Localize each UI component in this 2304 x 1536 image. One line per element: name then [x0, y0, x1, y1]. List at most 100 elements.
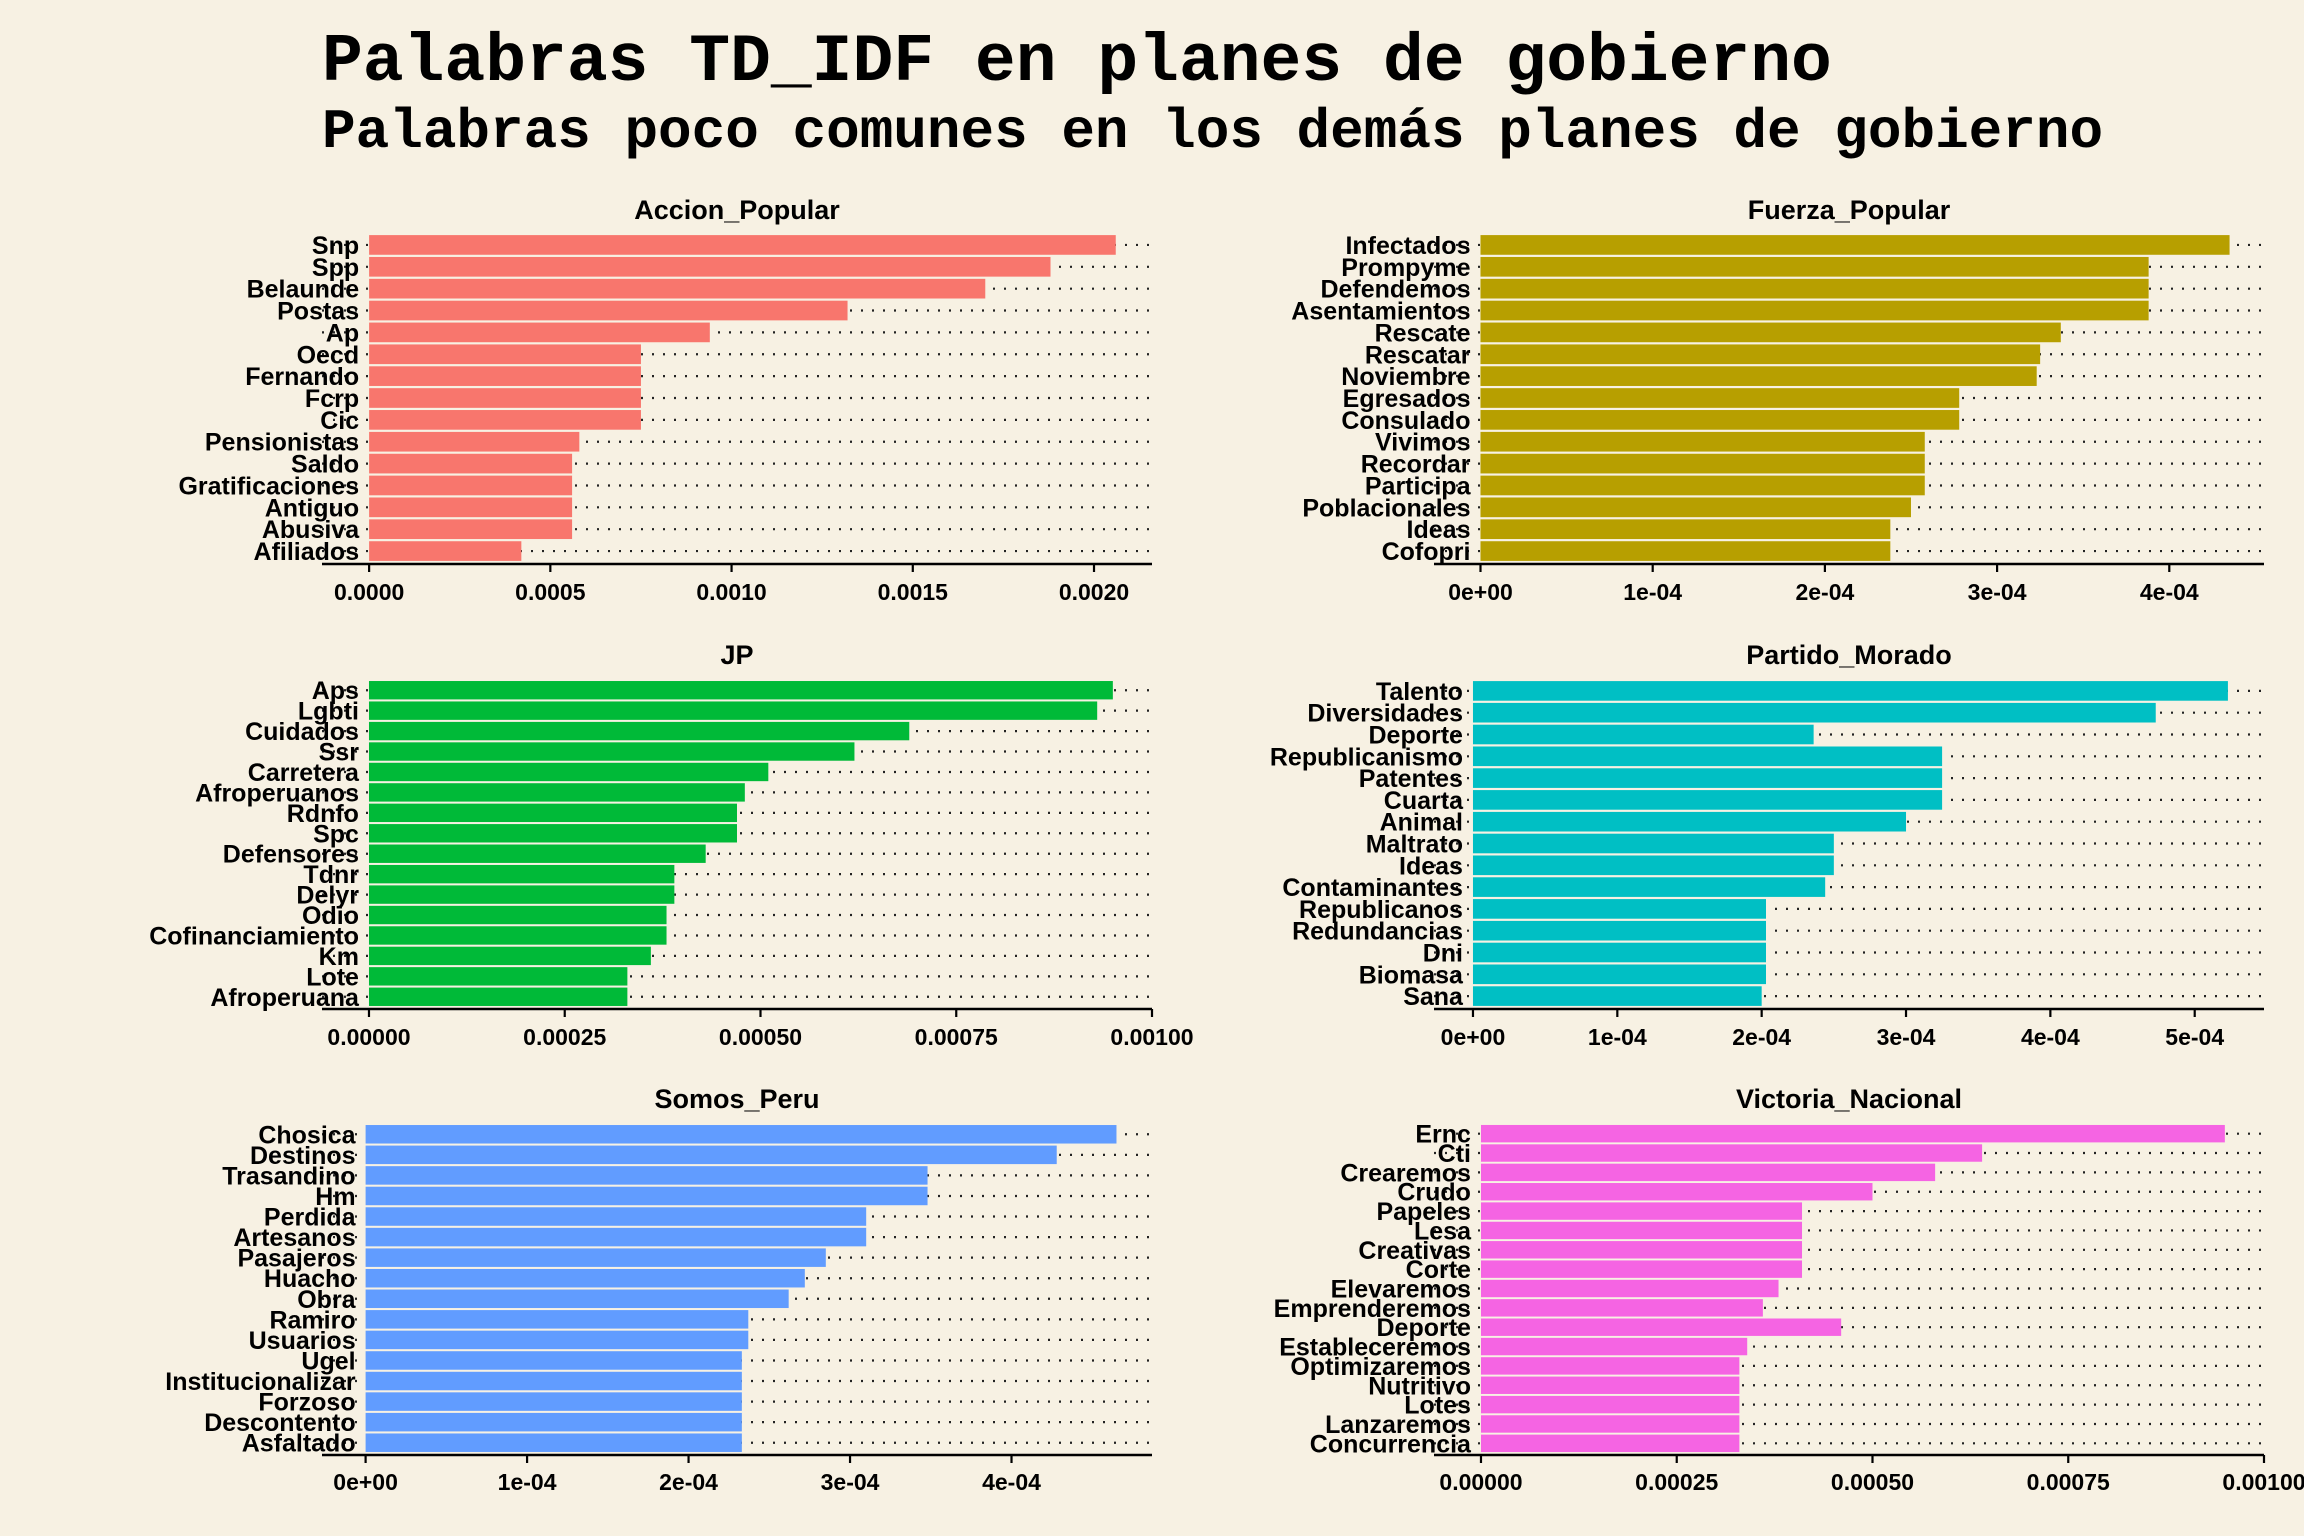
category-label: Delyr — [296, 882, 359, 910]
category-label: Ernc — [1415, 1121, 1471, 1149]
bar-spp — [369, 256, 1051, 277]
category-label: Talento — [1376, 678, 1463, 706]
category-label: Ugel — [301, 1347, 355, 1375]
chart-title: Palabras TD_IDF en planes de gobierno — [322, 24, 1832, 101]
category-label: Lanzaremos — [1325, 1411, 1471, 1439]
bar-saldo — [369, 453, 573, 474]
bar-abusiva — [369, 519, 573, 540]
x-tick-label: 0.00100 — [1110, 1024, 1193, 1050]
bar-huacho — [365, 1268, 805, 1288]
bar-belaunde — [369, 278, 986, 299]
bar-pasajeros — [365, 1248, 826, 1267]
x-tick-label: 0.0020 — [1059, 579, 1129, 605]
facet-panel-fuerza-popular: Fuerza_Popular InfectadosPrompymeDefendem… — [1291, 195, 2264, 605]
bar-afroperuana — [368, 987, 628, 1006]
category-label: Pensionistas — [205, 429, 359, 457]
x-tick-label: 0.00100 — [2222, 1469, 2304, 1495]
x-tick-label: 0.0010 — [696, 579, 766, 605]
category-label: Odio — [302, 902, 359, 930]
x-tick-label: 4e-04 — [2021, 1024, 2080, 1050]
category-label: Corte — [1406, 1256, 1471, 1284]
bar-rescate — [1480, 322, 2061, 343]
bar-perdida — [365, 1207, 867, 1226]
category-label: Saldo — [291, 451, 359, 479]
category-label: Trasandino — [222, 1162, 355, 1190]
category-label: Optimizaremos — [1290, 1353, 1471, 1381]
category-label: Usuarios — [249, 1327, 356, 1355]
bar-destinos — [365, 1145, 1057, 1165]
bar-crearemos — [1480, 1163, 1936, 1182]
category-label: Cofinanciamiento — [149, 922, 359, 950]
bar-prompyme — [1480, 256, 2149, 277]
category-label: Belaunde — [247, 276, 360, 304]
bar-snp — [369, 235, 1116, 255]
category-label: Nutritivo — [1368, 1372, 1471, 1400]
x-tick-label: 4e-04 — [2140, 579, 2199, 605]
x-tick-label: 2e-04 — [659, 1469, 718, 1495]
bar-oecd — [369, 344, 641, 365]
bar-spc — [368, 824, 737, 843]
category-label: Consulado — [1341, 407, 1470, 435]
bar-ideas — [1472, 855, 1834, 876]
category-label: Infectados — [1345, 232, 1470, 260]
bar-rdnfo — [368, 803, 737, 823]
bar-deporte — [1480, 1318, 1842, 1336]
category-label: Cofopri — [1382, 538, 1471, 566]
bar-obra — [365, 1289, 789, 1309]
x-tick-label: 1e-04 — [1623, 579, 1682, 605]
panel-title: Victoria_Nacional — [1736, 1084, 1962, 1114]
category-label: Emprenderemos — [1274, 1295, 1471, 1323]
bar-diversidades — [1472, 702, 2156, 723]
x-tick-label: 3e-04 — [821, 1469, 880, 1495]
category-label: Patentes — [1359, 765, 1463, 793]
bar-crudo — [1480, 1183, 1873, 1201]
facet-panel-partido-morado: Partido_Morado TalentoDiversidadesDeporte… — [1270, 640, 2264, 1050]
bar-lgbti — [368, 701, 1098, 720]
panel-title: Partido_Morado — [1746, 640, 1952, 670]
bar-elevaremos — [1480, 1279, 1779, 1298]
bar-artesanos — [365, 1227, 867, 1247]
category-label: Afiliados — [254, 538, 360, 566]
x-tick-label: 5e-04 — [2165, 1024, 2224, 1050]
bar-poblacionales — [1480, 497, 1911, 518]
category-label: Crearemos — [1340, 1159, 1471, 1187]
bar-animal — [1472, 811, 1907, 832]
category-label: Spp — [312, 254, 359, 282]
category-label: Carretera — [248, 759, 360, 787]
bar-defendemos — [1480, 278, 2149, 299]
category-label: Abusiva — [262, 516, 360, 544]
category-label: Tdnr — [303, 861, 359, 889]
bar-egresados — [1480, 388, 1960, 408]
bar-cuidados — [368, 721, 910, 741]
bar-deporte — [1472, 724, 1814, 745]
category-label: Egresados — [1343, 385, 1471, 413]
category-label: Snp — [312, 232, 359, 260]
category-label: Asentamientos — [1291, 298, 1470, 326]
category-label: Vivimos — [1375, 429, 1470, 457]
bar-usuarios — [365, 1330, 749, 1350]
panel-title: Fuerza_Popular — [1748, 195, 1951, 225]
bar-maltrato — [1472, 833, 1834, 854]
category-label: Rescatar — [1365, 341, 1471, 369]
facet-panel-victoria-nacional: Victoria_Nacional ErncCtiCrearemosCrudoPa… — [1274, 1084, 2304, 1495]
bar-recordar — [1480, 453, 1925, 474]
category-label: Obra — [297, 1286, 356, 1314]
bar-lesa — [1480, 1221, 1803, 1240]
bar-defensores — [368, 844, 706, 863]
bar-biomasa — [1472, 964, 1766, 985]
bar-cofinanciamiento — [368, 926, 667, 945]
category-label: Hm — [315, 1183, 355, 1211]
category-label: Ssr — [319, 739, 360, 767]
bar-aps — [368, 681, 1113, 700]
category-label: Crudo — [1397, 1179, 1471, 1207]
category-label: Cuidados — [245, 718, 359, 746]
category-label: Poblacionales — [1302, 494, 1470, 522]
category-label: Diversidades — [1307, 700, 1463, 728]
x-tick-label: 0.00050 — [1831, 1469, 1914, 1495]
bar-ideas — [1480, 519, 1891, 540]
x-tick-label: 0.00000 — [1439, 1469, 1522, 1495]
bar-lotes — [1480, 1395, 1740, 1414]
bar-vivimos — [1480, 431, 1925, 452]
category-label: Concurrencia — [1310, 1430, 1472, 1458]
bar-asfaltado — [365, 1433, 742, 1452]
